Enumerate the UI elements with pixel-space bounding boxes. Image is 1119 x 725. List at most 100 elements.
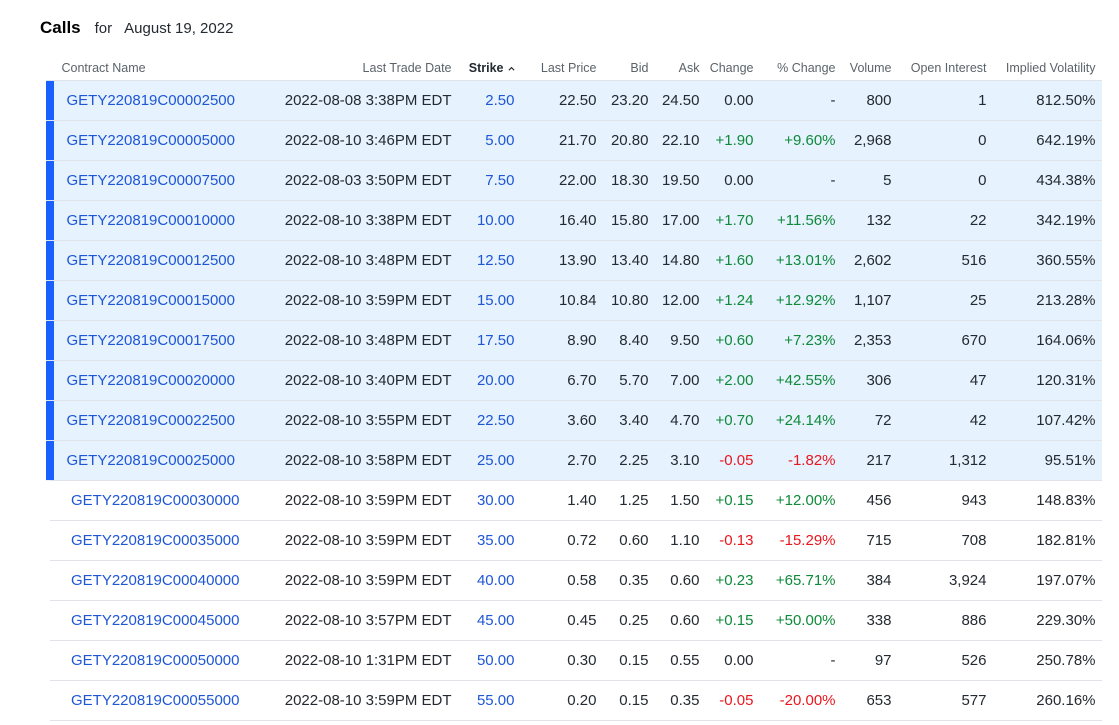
last-trade-date-cell: 2022-08-10 3:46PM EDT xyxy=(274,120,458,161)
pct-change-cell: +9.60% xyxy=(759,120,842,161)
col-header-open-interest[interactable]: Open Interest xyxy=(897,55,993,81)
col-header-last-price[interactable]: Last Price xyxy=(520,55,603,81)
last-trade-date-cell: 2022-08-10 3:59PM EDT xyxy=(274,280,458,321)
contract-name-link[interactable]: GETY220819C00002500 xyxy=(66,92,235,109)
strike-link[interactable]: 17.50 xyxy=(476,332,515,349)
strike-link[interactable]: 50.00 xyxy=(476,652,515,669)
bid: 5.70 xyxy=(619,372,649,389)
col-header-last-trade-date[interactable]: Last Trade Date xyxy=(274,55,458,81)
expiration-date[interactable]: August 19, 2022 xyxy=(124,20,234,37)
contract-name-link[interactable]: GETY220819C00010000 xyxy=(66,212,235,229)
bid: 1.25 xyxy=(619,492,649,509)
strike-link[interactable]: 30.00 xyxy=(476,492,515,509)
strike-link[interactable]: 10.00 xyxy=(476,212,515,229)
strike-link[interactable]: 22.50 xyxy=(476,412,515,429)
pct-change: - xyxy=(830,172,836,189)
open-interest: 3,924 xyxy=(948,572,987,589)
last-trade-date-cell: 2022-08-08 3:38PM EDT xyxy=(274,80,458,121)
bid: 0.60 xyxy=(619,532,649,549)
contract-name-link[interactable]: GETY220819C00025000 xyxy=(66,452,235,469)
open-interest: 0 xyxy=(978,132,987,149)
change: +1.70 xyxy=(715,212,754,229)
col-header-contract-name[interactable]: Contract Name xyxy=(45,55,275,81)
col-header-volume[interactable]: Volume xyxy=(841,55,898,81)
col-header-pct-change[interactable]: % Change xyxy=(759,55,842,81)
strike-link[interactable]: 7.50 xyxy=(485,172,515,189)
contract-name-link[interactable]: GETY220819C00015000 xyxy=(66,292,235,309)
open-interest-cell: 0 xyxy=(897,160,993,201)
contract-name-link[interactable]: GETY220819C00005000 xyxy=(66,132,235,149)
implied-volatility-cell: 360.55% xyxy=(992,240,1102,281)
open-interest-cell: 1,312 xyxy=(897,440,993,481)
table-row: GETY220819C00002500 2022-08-08 3:38PM EDT… xyxy=(45,80,1102,121)
contract-name-link[interactable]: GETY220819C00022500 xyxy=(66,412,235,429)
ask: 0.60 xyxy=(670,572,700,589)
contract-name-link[interactable]: GETY220819C00017500 xyxy=(66,332,235,349)
contract-name-link[interactable]: GETY220819C00045000 xyxy=(71,612,240,629)
calls-table: Contract Name Last Trade Date Strike Las… xyxy=(41,55,1102,721)
implied-volatility-cell: 182.81% xyxy=(992,520,1102,561)
col-header-implied-volatility[interactable]: Implied Volatility xyxy=(992,55,1102,81)
ask-cell: 9.50 xyxy=(654,320,706,361)
implied-volatility-cell: 164.06% xyxy=(992,320,1102,361)
strike-link[interactable]: 2.50 xyxy=(485,92,515,109)
contract-name-link[interactable]: GETY220819C00040000 xyxy=(71,572,240,589)
table-row: GETY220819C00005000 2022-08-10 3:46PM EDT… xyxy=(45,120,1102,161)
table-row: GETY220819C00020000 2022-08-10 3:40PM EDT… xyxy=(45,360,1102,401)
last-price: 0.72 xyxy=(567,532,597,549)
implied-volatility-cell: 95.51% xyxy=(992,440,1102,481)
change-cell: +0.15 xyxy=(705,600,760,641)
volume: 5 xyxy=(883,172,892,189)
bid: 0.15 xyxy=(619,692,649,709)
strike-link[interactable]: 35.00 xyxy=(476,532,515,549)
implied-volatility: 360.55% xyxy=(1036,252,1096,269)
ask-cell: 0.55 xyxy=(654,640,706,681)
strike-link-cell: 5.00 xyxy=(457,120,521,161)
pct-change: +9.60% xyxy=(784,132,836,149)
change: 0.00 xyxy=(724,92,754,109)
contract-name-link[interactable]: GETY220819C00030000 xyxy=(71,492,240,509)
contract-name-link-cell: GETY220819C00020000 xyxy=(45,360,275,401)
pct-change: - xyxy=(830,92,836,109)
contract-name-link[interactable]: GETY220819C00012500 xyxy=(66,252,235,269)
strike-link[interactable]: 5.00 xyxy=(485,132,515,149)
change: -0.13 xyxy=(719,532,754,549)
strike-link[interactable]: 12.50 xyxy=(476,252,515,269)
change-cell: -0.05 xyxy=(705,440,760,481)
col-header-strike[interactable]: Strike xyxy=(457,55,521,81)
strike-link[interactable]: 15.00 xyxy=(476,292,515,309)
pct-change-cell: +13.01% xyxy=(759,240,842,281)
implied-volatility: 182.81% xyxy=(1036,532,1096,549)
pct-change-cell: +7.23% xyxy=(759,320,842,361)
contract-name-link[interactable]: GETY220819C00050000 xyxy=(71,652,240,669)
table-row: GETY220819C00035000 2022-08-10 3:59PM EDT… xyxy=(45,520,1102,561)
last-trade-date-cell: 2022-08-10 3:58PM EDT xyxy=(274,440,458,481)
bid: 8.40 xyxy=(619,332,649,349)
strike-link[interactable]: 55.00 xyxy=(476,692,515,709)
strike-link[interactable]: 45.00 xyxy=(476,612,515,629)
strike-link[interactable]: 20.00 xyxy=(476,372,515,389)
bid-cell: 0.25 xyxy=(602,600,655,641)
last-trade-date-cell: 2022-08-03 3:50PM EDT xyxy=(274,160,458,201)
last-price: 22.00 xyxy=(558,172,597,189)
pct-change: +7.23% xyxy=(784,332,836,349)
ask-cell: 0.60 xyxy=(654,560,706,601)
contract-name-link[interactable]: GETY220819C00055000 xyxy=(71,692,240,709)
contract-name-link-cell: GETY220819C00002500 xyxy=(45,80,275,121)
col-header-bid[interactable]: Bid xyxy=(602,55,655,81)
implied-volatility: 434.38% xyxy=(1036,172,1096,189)
change: +2.00 xyxy=(715,372,754,389)
last-price: 6.70 xyxy=(567,372,597,389)
strike-link[interactable]: 25.00 xyxy=(476,452,515,469)
contract-name-link[interactable]: GETY220819C00007500 xyxy=(66,172,235,189)
ask-cell: 0.35 xyxy=(654,680,706,721)
volume: 2,353 xyxy=(853,332,892,349)
col-header-change[interactable]: Change xyxy=(705,55,760,81)
contract-name-link[interactable]: GETY220819C00020000 xyxy=(66,372,235,389)
strike-link-cell: 50.00 xyxy=(457,640,521,681)
contract-name-link[interactable]: GETY220819C00035000 xyxy=(71,532,240,549)
col-header-ask[interactable]: Ask xyxy=(654,55,706,81)
strike-link[interactable]: 40.00 xyxy=(476,572,515,589)
implied-volatility: 120.31% xyxy=(1036,372,1096,389)
change-cell: -0.05 xyxy=(705,680,760,721)
